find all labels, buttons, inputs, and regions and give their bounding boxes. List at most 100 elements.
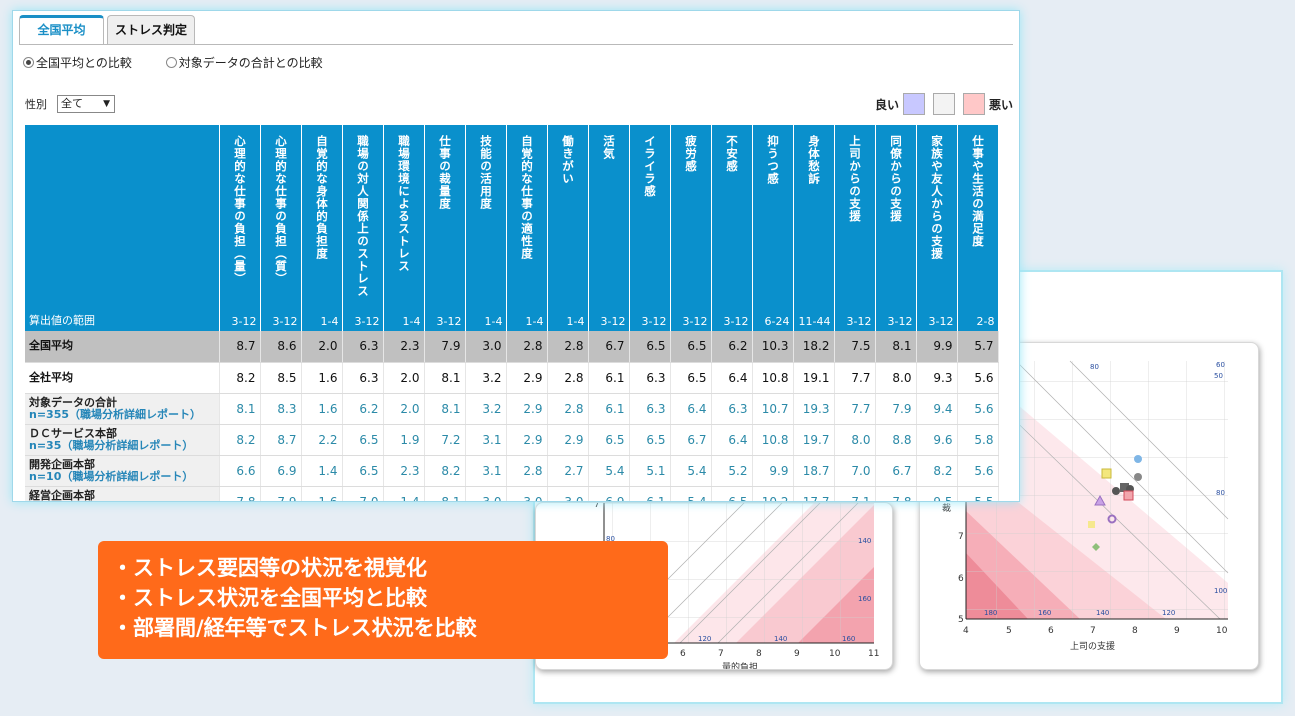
iso-label: 100	[1214, 587, 1227, 595]
legend-good-swatch	[902, 93, 925, 115]
column-header[interactable]: 身体愁訴 11-44	[793, 125, 835, 331]
table-cell: 8.7	[260, 424, 302, 456]
column-header[interactable]: 不安感 3-12	[711, 125, 753, 331]
column-header[interactable]: 職場の対人関係上のストレス 3-12	[342, 125, 384, 331]
column-header[interactable]: 活気 3-12	[588, 125, 630, 331]
table-cell: 18.7	[793, 455, 835, 487]
row-label-name: 全国平均	[29, 339, 73, 353]
column-header[interactable]: 心理的な仕事の負担（量） 3-12	[219, 125, 261, 331]
table-cell: 6.3	[629, 393, 671, 425]
data-point	[1120, 483, 1129, 492]
column-header[interactable]: 職場環境によるストレス 1-4	[383, 125, 425, 331]
table-cell: 7.0	[834, 455, 876, 487]
table-cell: 9.9	[916, 331, 958, 363]
tab-stress-judgement[interactable]: ストレス判定	[107, 15, 195, 45]
column-label: 働きがい	[561, 135, 575, 185]
column-label: 同僚からの支援	[889, 135, 903, 223]
table-cell: 6.6	[219, 455, 261, 487]
table-cell: 6.7	[875, 455, 917, 487]
report-link[interactable]: n=15（職場分析詳細レポート）	[29, 502, 215, 503]
table-cell: 3.0	[465, 331, 507, 363]
table-cell: 1.9	[383, 424, 425, 456]
table-cell: 8.1	[875, 331, 917, 363]
column-header[interactable]: 上司からの支援 3-12	[834, 125, 876, 331]
column-label: 身体愁訴	[807, 135, 821, 185]
column-label: 心理的な仕事の負担（量）	[233, 135, 247, 285]
radio-dot[interactable]	[165, 57, 177, 68]
tab-divider	[19, 44, 1013, 45]
table-cell: 5.8	[957, 424, 999, 456]
table-cell: 5.1	[629, 455, 671, 487]
column-range: 3-12	[272, 315, 298, 328]
column-range: 11-44	[798, 315, 831, 328]
x-tick: 7	[718, 649, 724, 659]
table-cell: 3.2	[465, 362, 507, 394]
column-header[interactable]: 仕事や生活の満足度 2-8	[957, 125, 999, 331]
gender-select-value: 全て	[61, 97, 83, 110]
table-row: ＤＣサービス本部 n=35（職場分析詳細レポート） 8.2 8.7 2.2 6.5 1.9 7…	[25, 424, 999, 456]
row-label: 対象データの合計 n=355（職場分析詳細レポート）	[25, 393, 220, 425]
column-label: 上司からの支援	[848, 135, 862, 223]
table-cell: 2.2	[301, 424, 343, 456]
data-point	[1134, 473, 1142, 481]
iso-label: 120	[1162, 609, 1175, 617]
column-header[interactable]: 自覚的な身体的負担度 1-4	[301, 125, 343, 331]
column-range: 3-12	[682, 315, 708, 328]
table-row: 対象データの合計 n=355（職場分析詳細レポート） 8.1 8.3 1.6 6.2 2.0…	[25, 393, 999, 425]
data-point	[1107, 514, 1117, 524]
table-cell: 8.6	[260, 331, 302, 363]
report-link[interactable]: n=10（職場分析詳細レポート）	[29, 469, 194, 483]
table-cell: 7.7	[834, 362, 876, 394]
table-cell: 9.3	[916, 362, 958, 394]
report-link[interactable]: n=35（職場分析詳細レポート）	[29, 438, 194, 452]
iso-label: 140	[774, 635, 787, 643]
column-range: 1-4	[566, 315, 585, 328]
banner-line: ・ストレス状況を全国平均と比較	[112, 586, 427, 610]
data-point	[1088, 521, 1095, 528]
column-header[interactable]: 抑うつ感 6-24	[752, 125, 794, 331]
column-header[interactable]: イライラ感 3-12	[629, 125, 671, 331]
report-link[interactable]: n=355（職場分析詳細レポート）	[29, 407, 202, 421]
gender-select[interactable]: 全て ▼	[57, 95, 115, 113]
radio-national-compare[interactable]: 全国平均との比較	[23, 54, 132, 71]
column-header[interactable]: 働きがい 1-4	[547, 125, 589, 331]
results-window: 全国平均 ストレス判定 全国平均との比較 対象データの合計との比較 性別 全て …	[12, 10, 1020, 502]
table-cell: 5.7	[957, 331, 999, 363]
table-cell: 6.9	[588, 486, 630, 501]
table-cell: 8.3	[260, 393, 302, 425]
table-cell: 10.7	[752, 393, 794, 425]
iso-label: 120	[698, 635, 711, 643]
column-label: 技能の活用度	[479, 135, 493, 210]
column-header[interactable]: 仕事の裁量度 3-12	[424, 125, 466, 331]
table-cell: 8.5	[260, 362, 302, 394]
column-header[interactable]: 同僚からの支援 3-12	[875, 125, 917, 331]
table-cell: 18.2	[793, 331, 835, 363]
column-header[interactable]: 自覚的な仕事の適性度 1-4	[506, 125, 548, 331]
data-point	[1094, 494, 1106, 506]
column-header[interactable]: 疲労感 3-12	[670, 125, 712, 331]
table-cell: 1.6	[301, 486, 343, 501]
table-row: 開発企画本部 n=10（職場分析詳細レポート） 6.6 6.9 1.4 6.5 2.3 8.2…	[25, 455, 999, 487]
radio-dot[interactable]	[23, 57, 34, 68]
table-cell: 7.8	[875, 486, 917, 501]
tab-national-average[interactable]: 全国平均	[19, 15, 104, 45]
iso-label: 80	[1216, 489, 1225, 497]
x-tick: 10	[1216, 626, 1228, 636]
table-row: 全社平均 8.2 8.5 1.6 6.3 2.0 8.1 3.2 2.9 2.8 6.1 6.3 6.5…	[25, 362, 999, 394]
table-cell: 3.0	[465, 486, 507, 501]
x-axis-label: 量的負担	[722, 661, 758, 670]
data-point	[1101, 468, 1112, 479]
table-cell: 8.2	[424, 455, 466, 487]
column-range: 3-12	[928, 315, 954, 328]
x-tick: 6	[1048, 626, 1054, 636]
table-cell: 7.0	[342, 486, 384, 501]
iso-label: 140	[1096, 609, 1109, 617]
table-cell: 2.8	[547, 362, 589, 394]
y-tick: 7	[958, 532, 964, 542]
table-cell: 3.2	[465, 393, 507, 425]
column-header[interactable]: 技能の活用度 1-4	[465, 125, 507, 331]
radio-total-compare[interactable]: 対象データの合計との比較	[165, 54, 323, 71]
column-header[interactable]: 家族や友人からの支援 3-12	[916, 125, 958, 331]
column-label: 職場環境によるストレス	[397, 135, 411, 273]
column-header[interactable]: 心理的な仕事の負担（質） 3-12	[260, 125, 302, 331]
